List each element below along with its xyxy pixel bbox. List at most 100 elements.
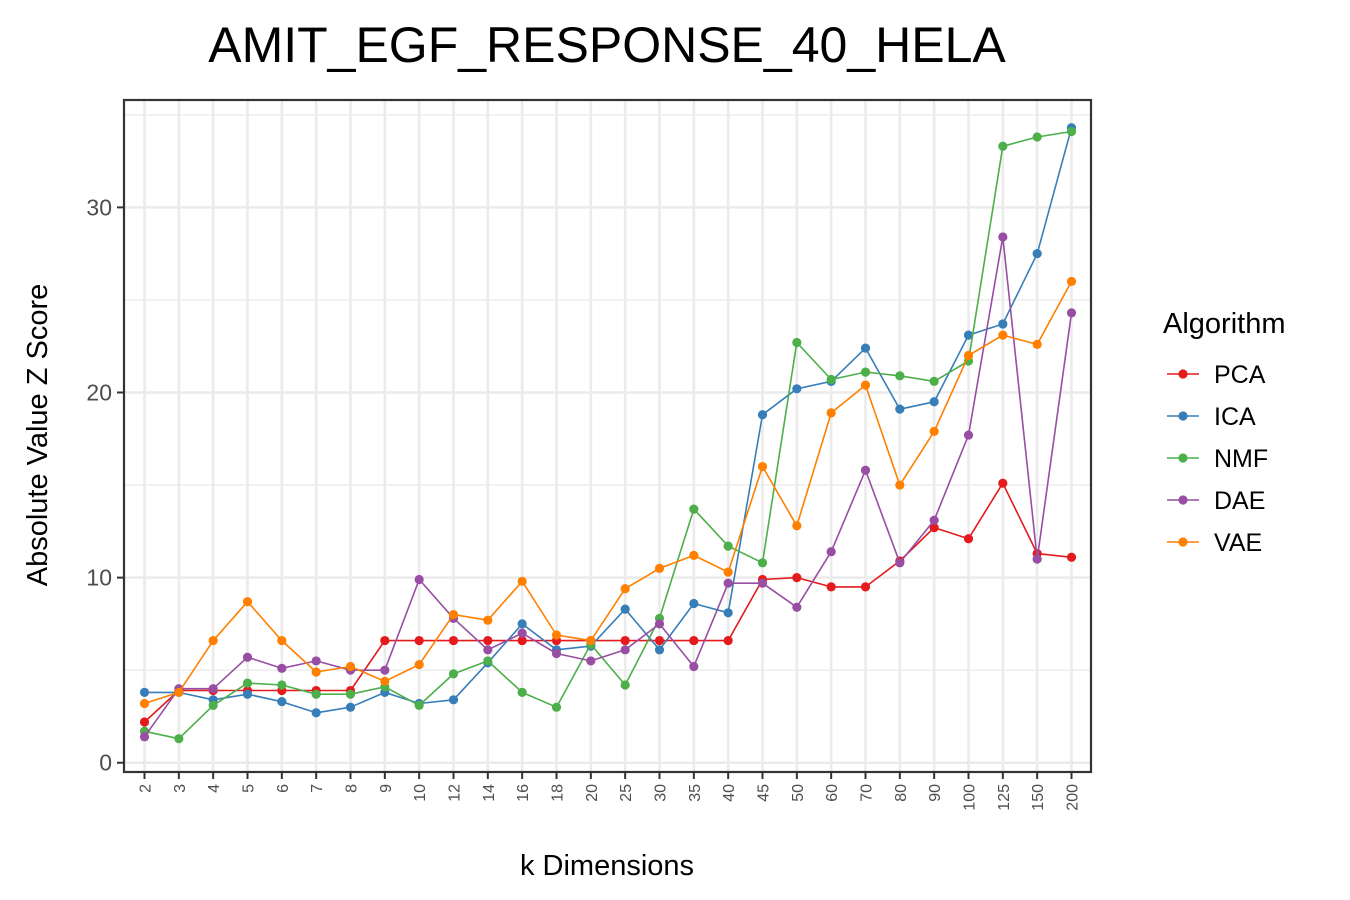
data-point-nmf — [311, 689, 321, 699]
legend-label: DAE — [1214, 487, 1265, 515]
data-point-pca — [963, 534, 974, 544]
data-point-pca — [517, 635, 527, 646]
y-tick-label: 30 — [86, 194, 112, 220]
data-point-vae — [242, 597, 253, 607]
data-point-dae — [757, 578, 768, 588]
data-point-pca — [380, 635, 390, 646]
x-tick-label: 35 — [687, 784, 704, 802]
legend-item-vae: VAE — [1167, 529, 1262, 557]
data-point-vae — [929, 426, 939, 436]
series-line-ica — [144, 127, 1073, 714]
legend-marker — [1178, 495, 1188, 505]
data-point-ica — [792, 384, 802, 394]
data-point-pca — [689, 635, 699, 646]
x-tick-label: 50 — [790, 784, 807, 802]
data-point-ica — [448, 695, 459, 705]
data-point-nmf — [483, 656, 493, 666]
data-point-dae — [895, 558, 905, 568]
data-point-nmf — [345, 689, 356, 699]
data-point-dae — [483, 645, 493, 655]
legend-item-nmf: NMF — [1167, 445, 1268, 473]
data-point-dae — [963, 430, 974, 440]
data-point-nmf — [792, 337, 802, 348]
x-tick-label: 14 — [481, 784, 498, 802]
data-point-vae — [757, 461, 768, 472]
x-tick-label: 16 — [515, 784, 532, 802]
data-point-nmf — [174, 734, 184, 744]
data-point-ica — [929, 397, 939, 407]
legend-marker — [1178, 453, 1188, 463]
data-point-ica — [517, 619, 527, 629]
data-point-vae — [414, 660, 424, 670]
series-line-nmf — [144, 130, 1072, 740]
x-tick-label: 80 — [893, 784, 910, 802]
y-axis-title: Absolute Value Z Score — [22, 284, 54, 587]
data-point-pca — [620, 635, 630, 646]
data-point-nmf — [1066, 126, 1077, 137]
data-point-pca — [723, 635, 733, 646]
plot-panel-border — [122, 98, 1093, 774]
data-point-dae — [792, 602, 802, 612]
y-axis: 0 10 20 30 — [86, 194, 124, 776]
legend-title: Algorithm — [1163, 308, 1286, 340]
data-point-dae — [654, 619, 665, 629]
data-point-ica — [895, 404, 905, 414]
data-point-ica — [998, 319, 1008, 329]
x-tick-label: 6 — [275, 784, 292, 793]
series-line-vae — [144, 281, 1073, 705]
series-ica — [139, 123, 1077, 718]
x-tick-label: 2 — [138, 784, 155, 793]
legend-label: NMF — [1214, 445, 1268, 473]
data-point-nmf — [551, 702, 562, 712]
legend: Algorithm PCA ICA NMF DAE VAE — [1163, 308, 1286, 557]
data-point-ica — [345, 702, 356, 712]
x-tick-label: 3 — [172, 784, 189, 793]
data-point-dae — [517, 628, 527, 638]
data-point-ica — [242, 689, 253, 699]
data-point-vae — [551, 630, 562, 640]
data-point-dae — [860, 465, 871, 475]
x-tick-label: 40 — [721, 784, 738, 802]
data-point-ica — [654, 645, 665, 655]
data-point-pca — [998, 478, 1008, 488]
y-tick-label: 20 — [86, 379, 112, 405]
data-point-nmf — [448, 669, 459, 679]
data-point-nmf — [860, 367, 871, 377]
data-point-ica — [689, 598, 699, 609]
data-point-pca — [414, 635, 424, 646]
data-point-nmf — [242, 678, 253, 688]
x-tick-label: 4 — [206, 784, 223, 793]
x-tick-label: 90 — [927, 784, 944, 802]
x-tick-label: 18 — [550, 784, 567, 802]
data-point-nmf — [208, 700, 218, 710]
legend-item-ica: ICA — [1167, 403, 1256, 431]
data-point-ica — [311, 708, 321, 718]
series-line-dae — [143, 236, 1073, 738]
legend-item-dae: DAE — [1167, 487, 1265, 515]
data-point-pca — [826, 582, 836, 592]
grid — [124, 100, 1091, 772]
data-point-vae — [723, 567, 733, 577]
data-point-vae — [654, 563, 665, 573]
data-point-pca — [929, 523, 939, 533]
data-point-nmf — [277, 680, 287, 690]
x-tick-label: 20 — [584, 784, 601, 802]
data-point-dae — [242, 652, 253, 662]
data-point-vae — [860, 380, 871, 390]
data-point-vae — [311, 667, 321, 677]
series-line-pca — [143, 482, 1072, 723]
data-point-vae — [895, 480, 905, 490]
data-point-vae — [1032, 339, 1042, 349]
x-tick-label: 10 — [412, 784, 429, 802]
data-point-pca — [1066, 552, 1077, 562]
x-tick-label: 25 — [618, 784, 635, 802]
x-tick-label: 7 — [309, 784, 326, 793]
data-point-dae — [826, 547, 836, 557]
legend-marker — [1178, 537, 1188, 547]
data-point-dae — [139, 732, 150, 742]
data-point-vae — [448, 610, 459, 620]
x-tick-label: 70 — [859, 784, 876, 802]
data-point-ica — [723, 608, 733, 618]
data-point-dae — [586, 656, 596, 666]
